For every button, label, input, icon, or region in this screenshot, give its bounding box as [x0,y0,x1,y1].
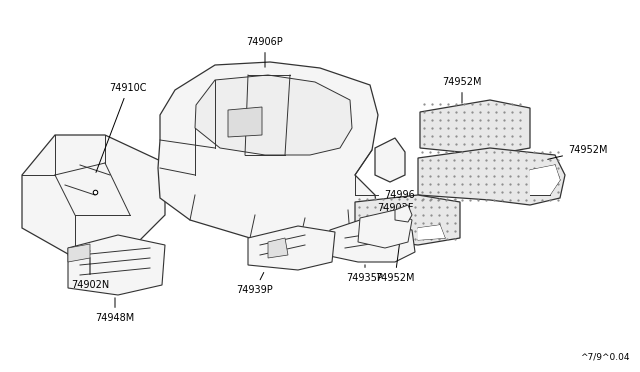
Text: 74906P: 74906P [246,37,284,67]
Polygon shape [228,107,262,137]
Polygon shape [358,210,412,248]
Text: 74952M: 74952M [442,77,482,103]
Text: 74996: 74996 [385,190,415,207]
Polygon shape [68,235,165,295]
Polygon shape [325,220,415,262]
Polygon shape [355,195,460,245]
Text: 74948M: 74948M [95,298,134,323]
Polygon shape [268,238,288,258]
Polygon shape [22,135,165,258]
Polygon shape [68,244,90,262]
Polygon shape [158,62,378,240]
Polygon shape [195,75,352,155]
Polygon shape [248,226,335,270]
Text: 74935P: 74935P [347,265,383,283]
Text: 74952M: 74952M [375,243,415,283]
Text: 74902N: 74902N [71,258,109,290]
Polygon shape [530,165,560,195]
Polygon shape [418,148,565,205]
Polygon shape [395,205,412,222]
Text: 74939P: 74939P [237,272,273,295]
Text: 74952M: 74952M [548,145,607,159]
Polygon shape [375,138,405,182]
Text: 74910C: 74910C [96,83,147,172]
Polygon shape [420,100,530,155]
Text: ^7/9^0.04: ^7/9^0.04 [580,353,630,362]
Text: 74902F: 74902F [377,203,413,220]
Polygon shape [418,225,445,240]
